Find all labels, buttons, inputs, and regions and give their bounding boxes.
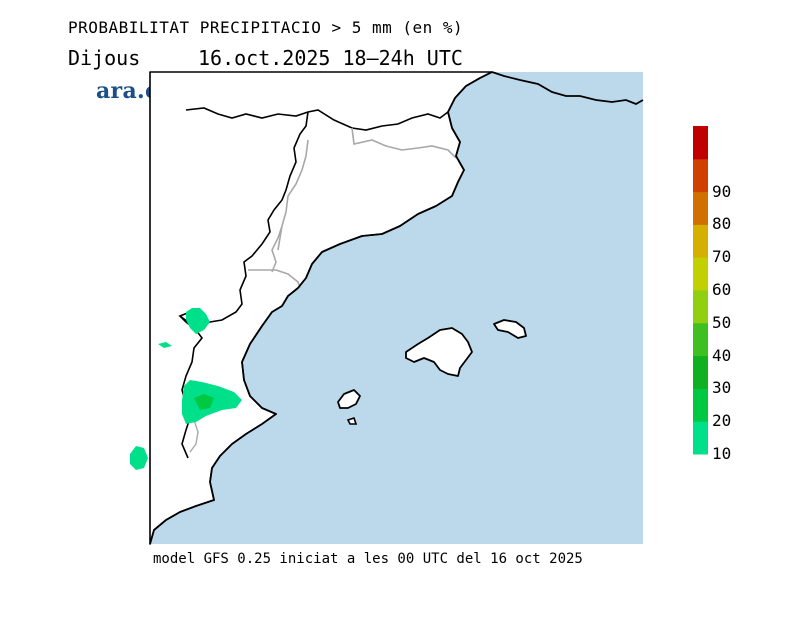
legend-swatch bbox=[693, 290, 708, 324]
legend-label: 20 bbox=[712, 411, 732, 431]
mallorca-island bbox=[405, 327, 473, 377]
france-coast bbox=[491, 71, 644, 105]
legend-label: 30 bbox=[712, 378, 732, 398]
precip-area-southwest bbox=[130, 446, 148, 470]
legend-swatch bbox=[693, 191, 708, 225]
forecast-period: Dijous 16.oct.2025 18–24h UTC bbox=[68, 46, 463, 70]
precip-area-west-small bbox=[158, 342, 172, 348]
legend-swatch bbox=[693, 224, 708, 258]
legend-swatch bbox=[693, 421, 708, 455]
legend-label: 40 bbox=[712, 345, 732, 365]
legend-color-bar bbox=[693, 126, 708, 455]
legend-label: 10 bbox=[712, 444, 732, 463]
forecast-date-range: 16.oct.2025 18–24h UTC bbox=[198, 46, 463, 70]
formentera-island bbox=[346, 416, 358, 425]
province-borders bbox=[248, 127, 457, 289]
france-border bbox=[185, 107, 449, 131]
legend-label: 80 bbox=[712, 214, 732, 234]
province-border-south bbox=[189, 419, 199, 453]
legend-swatch bbox=[693, 388, 708, 422]
legend-label: 50 bbox=[712, 312, 732, 332]
legend-swatch bbox=[693, 158, 708, 193]
menorca-island bbox=[493, 319, 527, 339]
legend-label: 70 bbox=[712, 247, 732, 267]
forecast-day: Dijous bbox=[68, 46, 141, 70]
legend-swatch bbox=[693, 355, 708, 389]
coastline bbox=[149, 71, 493, 545]
eivissa-island bbox=[337, 389, 361, 409]
legend-swatch bbox=[693, 257, 708, 291]
map-title: PROBABILITAT PRECIPITACIO > 5 mm (en %) bbox=[68, 18, 464, 37]
legend-label: 90 bbox=[712, 181, 732, 201]
legend-swatch bbox=[693, 322, 708, 357]
precip-area-south-core bbox=[194, 394, 214, 410]
model-info-footer: model GFS 0.25 iniciat a les 00 UTC del … bbox=[153, 551, 583, 567]
precip-area-northwest bbox=[186, 308, 210, 334]
legend-label: 60 bbox=[712, 280, 732, 299]
legend-swatch bbox=[693, 126, 708, 160]
